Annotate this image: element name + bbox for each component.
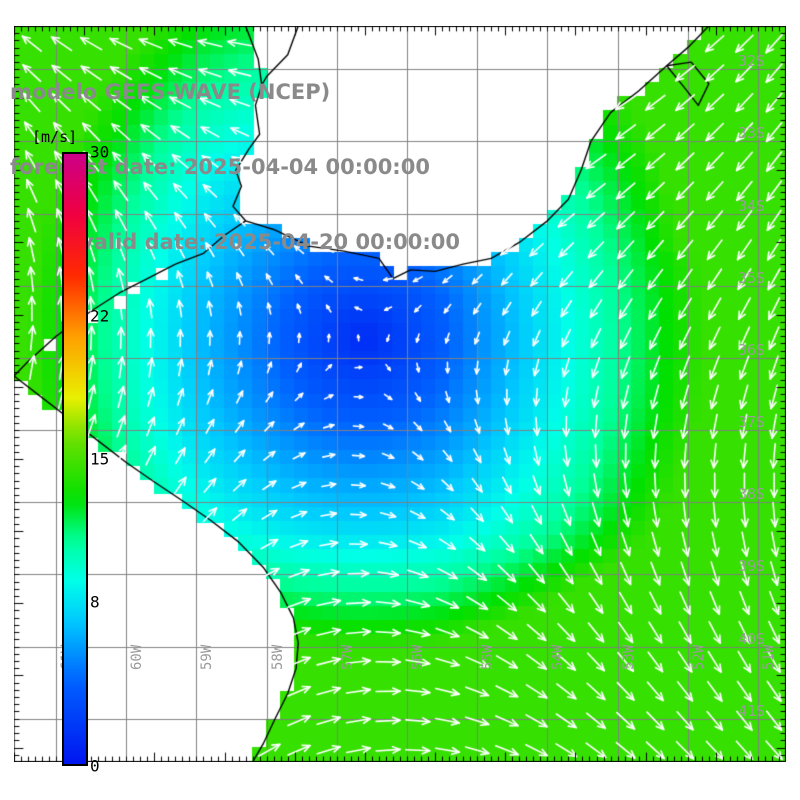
latitude-label-38S: 38S [738, 485, 766, 504]
longitude-label-56W: 56W [410, 644, 427, 670]
longitude-label-60W: 60W [129, 644, 146, 670]
latitude-label-32S: 32S [738, 52, 766, 71]
latitude-label-35S: 35S [738, 268, 766, 287]
latitude-label-41S: 41S [738, 701, 766, 720]
colorbar-tick-22: 22 [90, 306, 110, 326]
colorbar-tick-0: 0 [90, 756, 100, 776]
latitude-label-40S: 40S [738, 629, 766, 648]
longitude-label-52W: 52W [690, 644, 707, 670]
latitude-label-34S: 34S [738, 196, 766, 215]
longitude-label-59W: 59W [199, 644, 216, 670]
colorbar [62, 152, 88, 766]
latitude-label-39S: 39S [738, 557, 766, 576]
latitude-label-37S: 37S [738, 413, 766, 432]
latitude-label-36S: 36S [738, 340, 766, 359]
latitude-label-33S: 33S [738, 124, 766, 143]
plot-area [14, 26, 786, 762]
longitude-label-51W: 51W [760, 644, 777, 670]
colorbar-tick-30: 30 [90, 142, 110, 162]
colorbar-gradient [62, 152, 88, 766]
longitude-label-58W: 58W [269, 644, 286, 670]
colorbar-tick-15: 15 [90, 449, 110, 469]
wind-arrows-and-coastline [14, 26, 786, 762]
longitude-label-55W: 55W [480, 644, 497, 670]
longitude-label-53W: 53W [620, 644, 637, 670]
longitude-label-57W: 57W [339, 644, 356, 670]
longitude-label-54W: 54W [550, 644, 567, 670]
colorbar-tick-8: 8 [90, 592, 100, 612]
colorbar-unit-label: [m/s] [32, 128, 78, 146]
